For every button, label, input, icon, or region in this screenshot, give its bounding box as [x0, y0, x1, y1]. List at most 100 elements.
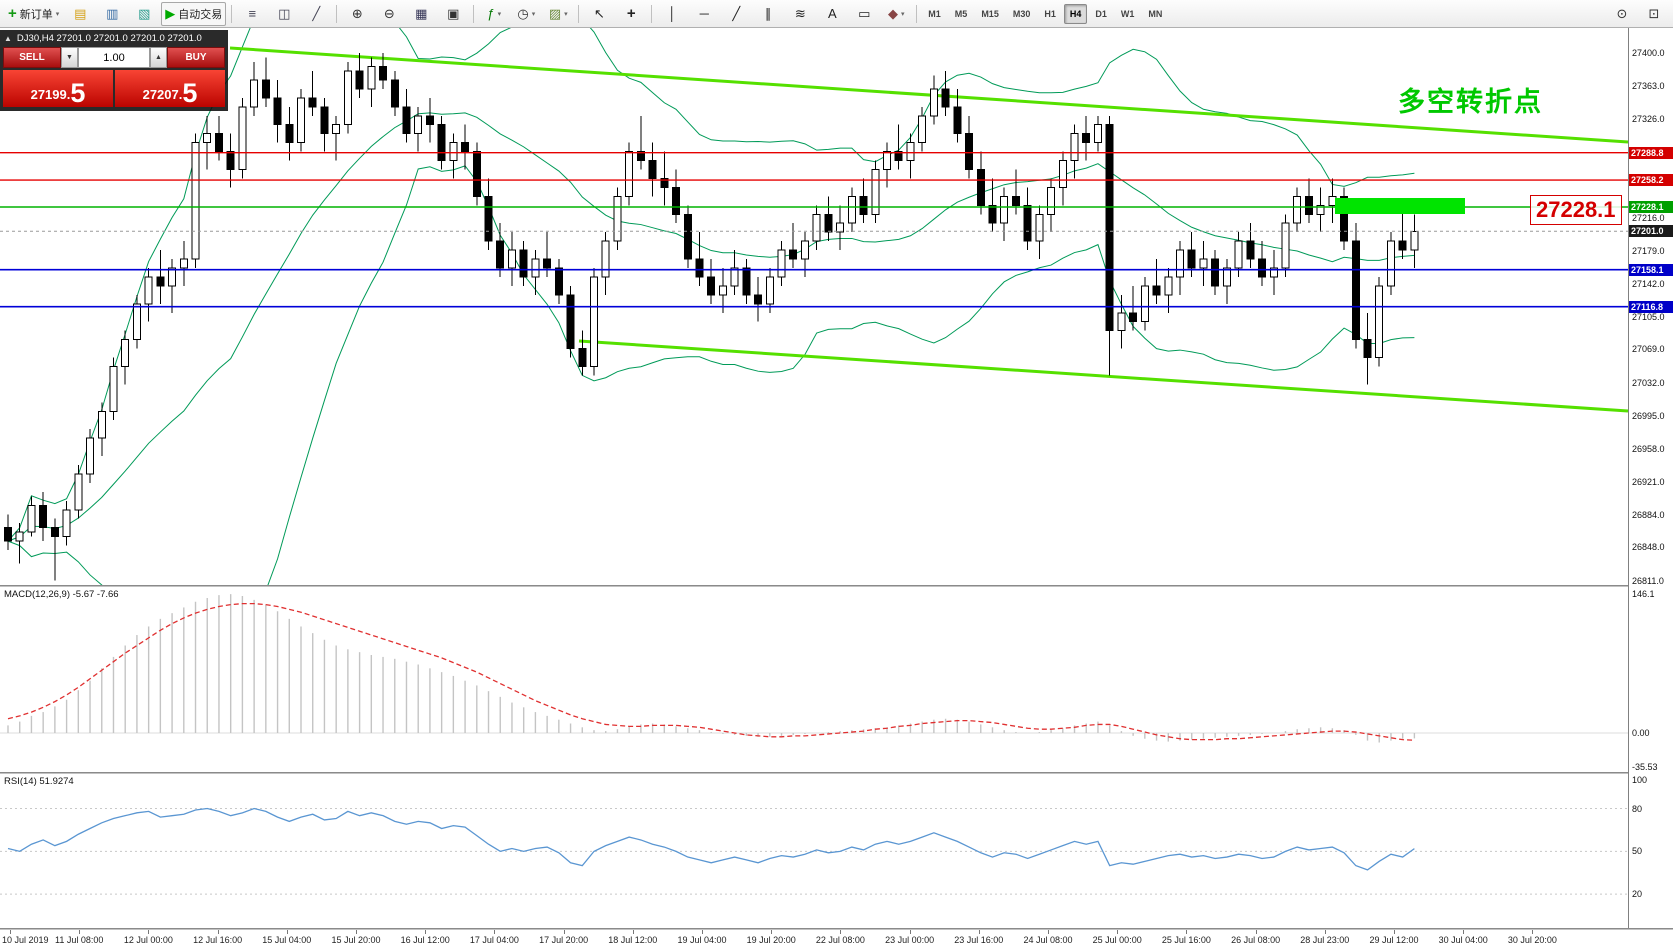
time-axis-tick-mark [148, 930, 150, 934]
price-axis[interactable]: 27400.0 27363.0 27326.0 27216.0 27179.0 27142… [1628, 28, 1673, 928]
time-axis-label: 17 Jul 04:00 [469, 935, 519, 945]
quick-draw-icon: ⊡ [1648, 6, 1660, 21]
volume-input[interactable] [78, 47, 150, 68]
timeframe-h1-button[interactable]: H1 [1044, 8, 1056, 19]
time-axis-tick-mark [702, 930, 703, 934]
timeframe-h4-button[interactable]: H4 [1063, 3, 1088, 24]
search-button[interactable]: ⊙ [1607, 2, 1637, 26]
time-axis-tick-mark [1117, 930, 1119, 934]
time-axis-label: 16 Jul 12:00 [400, 935, 450, 945]
text-label-button[interactable]: ▭ [849, 2, 879, 26]
zoom-out-button[interactable]: ⊖ [374, 2, 404, 26]
rsi-axis-tick: 80 [1632, 803, 1643, 814]
time-axis-tick-mark [356, 930, 357, 934]
auto-trading-button[interactable]: ▶ 自动交易 [161, 1, 227, 26]
indicators-button[interactable]: ƒ ▾ [479, 2, 509, 26]
grid-icon: ▦ [415, 6, 428, 21]
timeframe-m30-button[interactable]: M30 [1012, 8, 1031, 19]
channel-button[interactable]: ∥ [753, 2, 783, 26]
fibonacci-button[interactable]: ≋ [785, 2, 815, 26]
time-axis-tick-mark [632, 930, 634, 934]
toolbar-right-group: ⊙ ⊡ [1606, 2, 1670, 26]
time-axis[interactable]: 10 Jul 2019 11 Jul 08:00 12 Jul 00:00 12 Ju… [0, 930, 1673, 950]
highlighted-zone-rectangle[interactable] [1335, 198, 1465, 214]
line-chart-icon: ╱ [312, 6, 321, 21]
trendline-icon: ╱ [732, 6, 741, 21]
main-toolbar: + 新订单 ▾ ▤ ▥ ▧ ▶ 自动交易 ≡ ◫ ╱ ⊕ ⊖ ▦ ▣ ƒ ▾ ◷ ▾ ▨ ▾ ↖ + │ ─ ╱ ∥ ≋ A ▭ ◆ ▾ M1 M… [0, 0, 1673, 28]
pane-divider[interactable] [0, 585, 1673, 587]
candlestick-chart-button[interactable]: ◫ [269, 2, 299, 26]
time-axis-label: 25 Jul 16:00 [1161, 935, 1211, 945]
toolbar-separator [651, 4, 653, 23]
timeframe-d1-button[interactable]: D1 [1095, 8, 1107, 19]
highlighted-price-label[interactable]: 27228.1 [1530, 195, 1622, 225]
market-watch-button[interactable]: ▤ [65, 2, 95, 26]
templates-button[interactable]: ▨ ▾ [543, 2, 573, 26]
macd-histogram [7, 594, 1416, 743]
vertical-line-button[interactable]: │ [657, 2, 687, 26]
time-axis-label: 10 Jul 2019 [2, 935, 49, 945]
chart-annotation-text[interactable]: 多空转折点 [1398, 87, 1543, 117]
line-chart-button[interactable]: ╱ [301, 2, 331, 26]
time-axis-label: 23 Jul 16:00 [954, 935, 1004, 945]
channel-trendline[interactable] [578, 339, 1628, 413]
periods-button[interactable]: ◷ ▾ [511, 2, 541, 26]
trendline-button[interactable]: ╱ [721, 2, 751, 26]
crosshair-button[interactable]: + [616, 2, 646, 26]
price-axis-tick: 27216.0 [1632, 212, 1665, 223]
time-axis-tick-mark [771, 930, 773, 934]
text-button[interactable]: A [817, 2, 847, 26]
pane-divider[interactable] [0, 928, 1673, 930]
rsi-axis-tick: 20 [1632, 889, 1643, 900]
macd-indicator-label: MACD(12,26,9) -5.67 -7.66 [4, 589, 119, 600]
time-axis-label: 30 Jul 04:00 [1438, 935, 1488, 945]
time-axis-tick-mark [840, 930, 842, 934]
price-line-badge: 27201.0 [1629, 225, 1673, 238]
main-price-chart[interactable] [0, 28, 1628, 585]
sell-price-button[interactable]: 27199. 5 [3, 70, 113, 107]
sell-button[interactable]: SELL [3, 47, 61, 68]
candlestick-chart-icon: ◫ [278, 6, 291, 21]
time-axis-tick-mark [425, 930, 427, 934]
navigator-button[interactable]: ▧ [129, 2, 159, 26]
bar-chart-button[interactable]: ≡ [237, 2, 267, 26]
cursor-button[interactable]: ↖ [584, 2, 614, 26]
arrows-button[interactable]: ◆ ▾ [881, 2, 911, 26]
volume-decrease-button[interactable]: ▼ [61, 47, 78, 68]
time-axis-tick-mark [10, 930, 11, 934]
macd-indicator-pane[interactable] [0, 587, 1628, 772]
channel-icon: ∥ [765, 6, 772, 21]
horizontal-line-button[interactable]: ─ [689, 2, 719, 26]
timeframe-m5-button[interactable]: M5 [954, 8, 968, 19]
time-axis-label: 18 Jul 12:00 [608, 935, 658, 945]
time-axis-label: 24 Jul 08:00 [1023, 935, 1073, 945]
rsi-line [7, 807, 1415, 871]
timeframe-m15-button[interactable]: M15 [981, 8, 999, 19]
price-line-badge: 27116.8 [1629, 300, 1673, 313]
bollinger-middle-band[interactable] [7, 112, 1415, 542]
candles-layer [4, 53, 1419, 581]
channel-trendline[interactable] [229, 46, 1628, 144]
macd-axis-tick: 146.1 [1632, 589, 1655, 600]
price-axis-tick: 27179.0 [1632, 245, 1665, 256]
zoom-in-button[interactable]: ⊕ [342, 2, 372, 26]
grid-button[interactable]: ▦ [406, 2, 436, 26]
buy-price-button[interactable]: 27207. 5 [115, 70, 225, 107]
rsi-indicator-pane[interactable] [0, 774, 1628, 928]
collapse-panel-icon[interactable]: ▲ [4, 34, 12, 43]
bollinger-upper-band[interactable] [7, 28, 1415, 542]
volume-increase-button[interactable]: ▲ [150, 47, 167, 68]
time-axis-tick-mark [494, 930, 496, 934]
quick-draw-button[interactable]: ⊡ [1639, 2, 1669, 26]
pane-divider[interactable] [0, 772, 1673, 774]
buy-button[interactable]: BUY [167, 47, 225, 68]
timeframe-mn-button[interactable]: MN [1148, 8, 1163, 19]
bollinger-lower-band[interactable] [7, 165, 1415, 585]
timeframe-m1-button[interactable]: M1 [928, 8, 941, 19]
timeframe-w1-button[interactable]: W1 [1120, 8, 1135, 19]
new-order-button[interactable]: + 新订单 ▾ [4, 2, 63, 26]
zoom-out-icon: ⊖ [383, 6, 395, 21]
tile-windows-button[interactable]: ▣ [438, 2, 468, 26]
data-window-button[interactable]: ▥ [97, 2, 127, 26]
periods-icon: ◷ [517, 6, 529, 21]
